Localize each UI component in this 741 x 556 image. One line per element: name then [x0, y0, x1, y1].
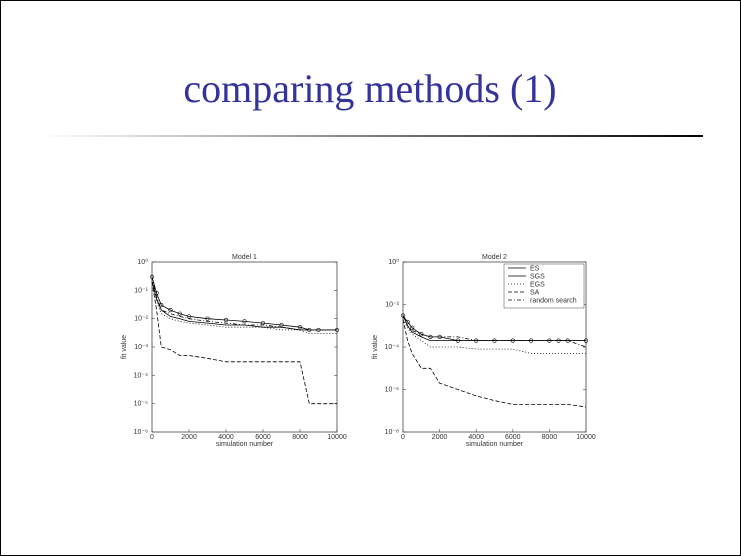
x-tick-label: 8000 [292, 434, 308, 441]
legend-label: SA [530, 290, 540, 297]
y-tick-label: 10⁻⁴ [385, 344, 400, 351]
y-tick-label: 10⁻⁵ [134, 401, 148, 408]
series-marker [400, 313, 406, 318]
y-tick-label: 10⁻⁶ [385, 387, 399, 394]
slide-title: comparing methods (1) [183, 66, 556, 111]
series-line [151, 279, 337, 334]
series-marker [177, 311, 182, 316]
x-axis-label: simulation number [216, 441, 274, 448]
legend-label: EGS [530, 282, 545, 289]
series-line [151, 276, 337, 331]
y-tick-label: 10⁻⁸ [385, 429, 399, 436]
series-line [402, 315, 587, 348]
x-tick-label: 0 [150, 434, 154, 441]
series-marker [583, 338, 589, 343]
series-line [151, 281, 337, 405]
series-marker [297, 325, 303, 330]
x-tick-label: 2000 [181, 434, 197, 441]
legend-label: SGS [530, 274, 545, 281]
y-tick-label: 10⁻³ [134, 344, 148, 351]
legend-label: ES [530, 266, 540, 273]
series-marker [223, 317, 229, 323]
x-tick-label: 8000 [542, 434, 558, 441]
title-rule [40, 135, 703, 137]
x-tick-label: 6000 [505, 434, 521, 441]
y-tick-label: 10⁻² [385, 302, 399, 309]
y-axis-label: fit value [121, 335, 128, 359]
x-tick-label: 2000 [432, 434, 448, 441]
y-axis-label: fit value [372, 335, 379, 359]
y-tick-label: 10⁻⁴ [134, 372, 149, 379]
x-tick-label: 10000 [327, 434, 347, 441]
y-tick-label: 10⁰ [388, 258, 399, 266]
legend-label: random search [530, 298, 577, 305]
series-marker [149, 274, 155, 279]
series-marker [279, 322, 284, 328]
x-tick-label: 6000 [255, 434, 271, 441]
series-line [402, 319, 586, 354]
series-line [402, 319, 587, 408]
series-marker [455, 338, 461, 343]
y-tick-label: 10⁻⁶ [134, 429, 148, 436]
chart-title: Model 1 [232, 254, 257, 261]
legend-box [503, 263, 585, 309]
series-marker [168, 308, 173, 313]
series-marker [154, 290, 159, 296]
y-tick-label: 10⁻² [134, 316, 148, 323]
series-marker [410, 325, 415, 330]
series-marker [419, 332, 424, 337]
x-tick-label: 4000 [468, 434, 484, 441]
x-tick-label: 4000 [218, 434, 234, 441]
series-marker [242, 319, 247, 324]
x-tick-label: 0 [401, 434, 405, 441]
x-tick-label: 10000 [576, 434, 596, 441]
series-marker [186, 314, 192, 319]
chart-title: Model 2 [482, 254, 507, 261]
y-tick-label: 10⁰ [137, 258, 148, 266]
x-axis-label: simulation number [466, 441, 524, 448]
series-line [151, 276, 337, 331]
y-tick-label: 10⁻¹ [134, 287, 148, 294]
series-marker [205, 316, 210, 321]
